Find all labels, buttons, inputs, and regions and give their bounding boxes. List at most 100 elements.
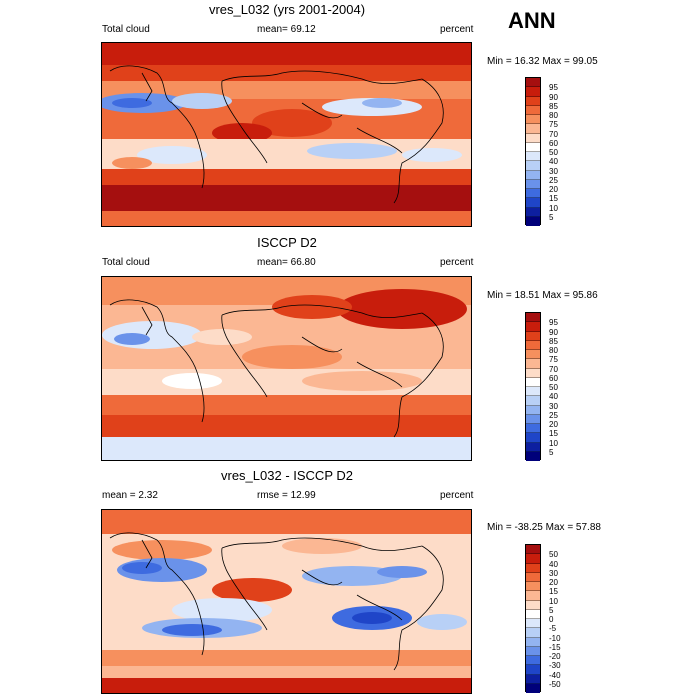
- colorbar: [525, 77, 541, 226]
- colorbar-label: 80: [549, 111, 558, 120]
- colorbar-swatch: [526, 189, 540, 199]
- colorbar: [525, 544, 541, 693]
- colorbar-label: 40: [549, 392, 558, 402]
- minmax-label: Min = 16.32 Max = 99.05: [487, 56, 598, 67]
- map-plot: [101, 509, 472, 694]
- colorbar-swatch: [526, 124, 540, 134]
- colorbar-label: 50: [549, 550, 558, 560]
- colorbar-label: 80: [549, 346, 558, 355]
- colorbar-swatch: [526, 656, 540, 666]
- colorbar-swatch: [526, 322, 540, 332]
- colorbar-label: -15: [549, 642, 561, 652]
- colorbar-label: 95: [549, 318, 558, 328]
- colorbar-label: -20: [549, 652, 561, 661]
- colorbar-label: 75: [549, 120, 558, 130]
- colorbar-swatch: [526, 414, 540, 424]
- colorbar-label: 0: [549, 615, 554, 624]
- colorbar-label: 25: [549, 410, 558, 420]
- colorbar-label: 70: [549, 129, 558, 139]
- minmax-label: Min = 18.51 Max = 95.86: [487, 290, 598, 301]
- cloud-field-map: [102, 277, 471, 460]
- cloud-field-map: [102, 43, 471, 226]
- colorbar-swatch: [526, 582, 540, 592]
- colorbar-swatch: [526, 674, 540, 684]
- colorbar-swatch: [526, 545, 540, 555]
- colorbar-swatch: [526, 87, 540, 97]
- colorbar-swatch: [526, 368, 540, 378]
- map-plot: [101, 42, 472, 227]
- colorbar-swatch: [526, 628, 540, 638]
- colorbar-swatch: [526, 405, 540, 415]
- colorbar-swatch: [526, 563, 540, 573]
- colorbar-label: 15: [549, 194, 558, 204]
- colorbar-swatch: [526, 207, 540, 217]
- colorbar-label: 15: [549, 587, 558, 597]
- colorbar-swatch: [526, 359, 540, 369]
- colorbar-label: 40: [549, 559, 558, 569]
- colorbar-label: 30: [549, 568, 558, 578]
- colorbar-label: 30: [549, 401, 558, 411]
- colorbar-swatch: [526, 646, 540, 656]
- colorbar-swatch: [526, 313, 540, 323]
- colorbar-swatch: [526, 198, 540, 208]
- colorbar-label: 90: [549, 327, 558, 337]
- colorbar-swatch: [526, 96, 540, 106]
- colorbar-label: 20: [549, 578, 558, 587]
- colorbar-label: 10: [549, 438, 558, 448]
- colorbar-label: 90: [549, 92, 558, 102]
- colorbar-label: 5: [549, 212, 554, 222]
- colorbar-label: 95: [549, 83, 558, 93]
- colorbar-label: 50: [549, 383, 558, 392]
- mean-label: mean= 69.12: [257, 24, 316, 35]
- units-label: percent: [440, 490, 474, 501]
- panel-title: vres_L032 - ISCCP D2: [221, 468, 353, 483]
- colorbar: [525, 312, 541, 461]
- colorbar-swatch: [526, 424, 540, 434]
- colorbar-swatch: [526, 105, 540, 115]
- colorbar-swatch: [526, 115, 540, 125]
- colorbar-swatch: [526, 179, 540, 189]
- colorbar-swatch: [526, 350, 540, 360]
- colorbar-swatch: [526, 591, 540, 601]
- colorbar-swatch: [526, 619, 540, 629]
- colorbar-swatch: [526, 572, 540, 582]
- colorbar-swatch: [526, 451, 540, 461]
- colorbar-label: 85: [549, 336, 558, 346]
- colorbar-label: 25: [549, 175, 558, 185]
- colorbar-swatch: [526, 665, 540, 675]
- rmse-label: rmse = 12.99: [257, 490, 316, 501]
- colorbar-swatch: [526, 433, 540, 443]
- colorbar-label: 70: [549, 364, 558, 374]
- colorbar-label: 75: [549, 355, 558, 365]
- colorbar-swatch: [526, 683, 540, 693]
- colorbar-swatch: [526, 152, 540, 162]
- colorbar-label: 60: [549, 138, 558, 148]
- colorbar-label: 50: [549, 148, 558, 157]
- season-label: ANN: [508, 8, 556, 33]
- colorbar-swatch: [526, 637, 540, 647]
- colorbar-swatch: [526, 600, 540, 610]
- mean-label: mean= 66.80: [257, 257, 316, 268]
- colorbar-label: -50: [549, 679, 561, 689]
- variable-label: Total cloud: [102, 24, 150, 35]
- colorbar-swatch: [526, 377, 540, 387]
- colorbar-swatch: [526, 216, 540, 226]
- panel-title: ISCCP D2: [257, 235, 317, 250]
- colorbar-swatch: [526, 554, 540, 564]
- colorbar-swatch: [526, 78, 540, 88]
- colorbar-label: -5: [549, 624, 557, 634]
- colorbar-label: -10: [549, 633, 561, 643]
- colorbar-swatch: [526, 133, 540, 143]
- colorbar-label: 60: [549, 373, 558, 383]
- units-label: percent: [440, 257, 474, 268]
- colorbar-label: 5: [549, 605, 554, 615]
- colorbar-label: 30: [549, 166, 558, 176]
- colorbar-label: 20: [549, 420, 558, 429]
- colorbar-label: 85: [549, 101, 558, 111]
- colorbar-swatch: [526, 170, 540, 180]
- colorbar-swatch: [526, 161, 540, 171]
- units-label: percent: [440, 24, 474, 35]
- variable-label: Total cloud: [102, 257, 150, 268]
- colorbar-label: 10: [549, 203, 558, 213]
- colorbar-swatch: [526, 609, 540, 619]
